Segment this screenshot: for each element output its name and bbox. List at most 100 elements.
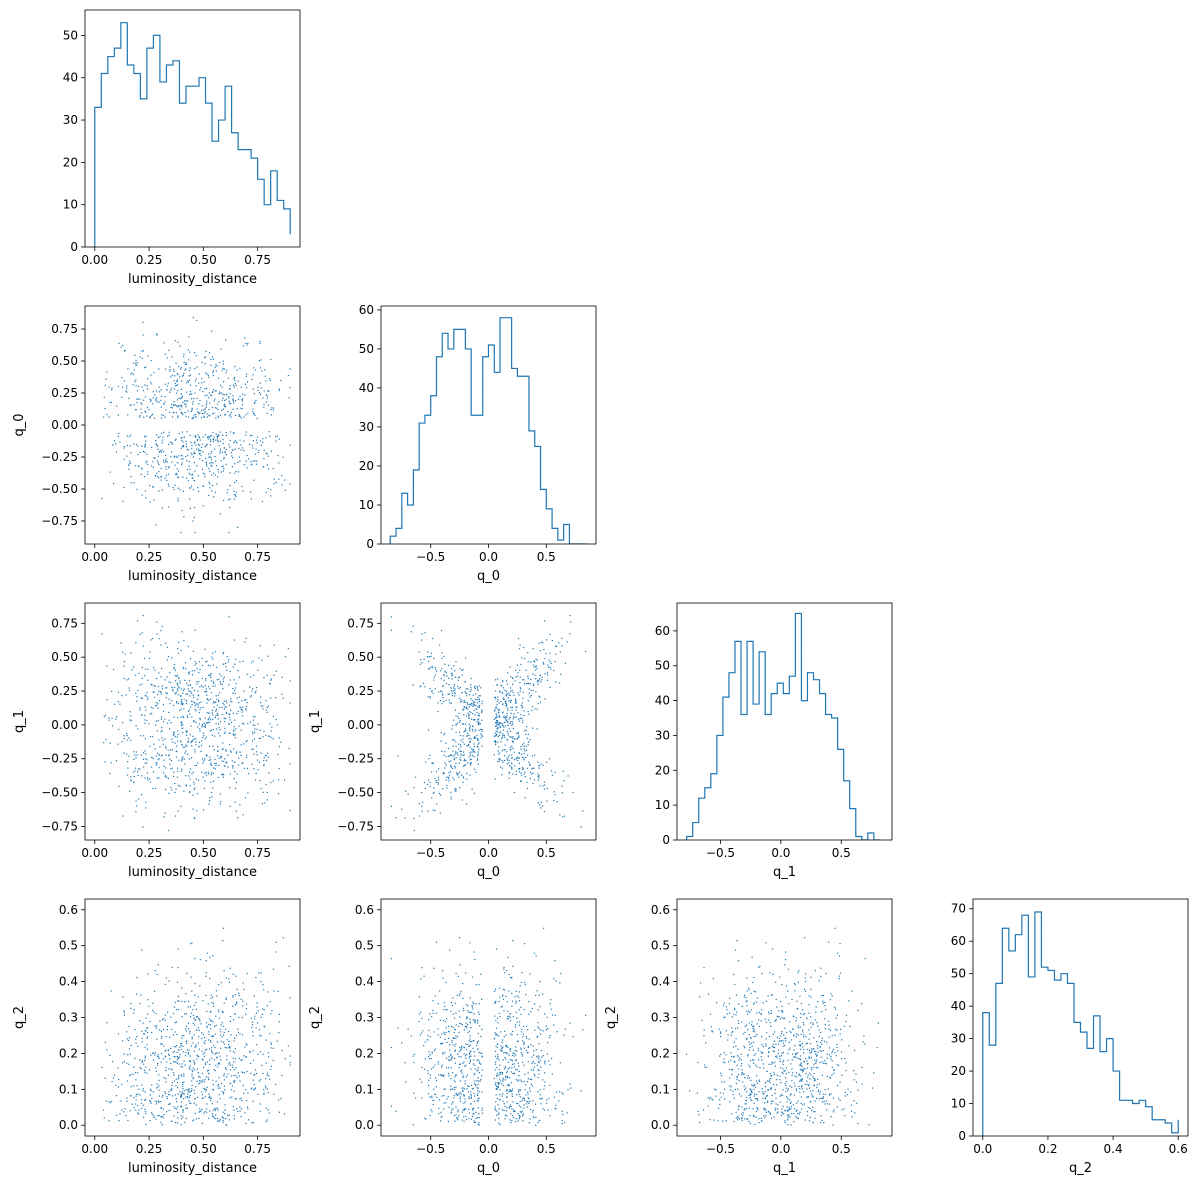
scatter-point bbox=[155, 762, 157, 764]
scatter-point bbox=[514, 1110, 516, 1112]
scatter-point bbox=[237, 1028, 239, 1030]
scatter-point bbox=[512, 773, 514, 775]
scatter-point bbox=[170, 681, 172, 684]
scatter-point bbox=[424, 686, 426, 688]
scatter-point bbox=[468, 717, 470, 719]
scatter-point bbox=[519, 1093, 521, 1095]
scatter-point bbox=[152, 486, 155, 488]
scatter-point bbox=[441, 1095, 443, 1097]
scatter-point bbox=[210, 474, 213, 476]
scatter-point bbox=[142, 1022, 144, 1024]
scatter-point bbox=[180, 411, 182, 413]
scatter-point bbox=[161, 507, 163, 509]
scatter-point bbox=[526, 1052, 528, 1054]
scatter-point bbox=[439, 812, 441, 814]
scatter-point bbox=[122, 500, 124, 503]
scatter-point bbox=[508, 1106, 511, 1108]
scatter-point bbox=[494, 1032, 496, 1034]
scatter-point bbox=[462, 776, 465, 778]
scatter-point bbox=[218, 1094, 220, 1096]
y-tick-label: 10 bbox=[359, 498, 374, 512]
scatter-point bbox=[232, 692, 234, 694]
scatter-point bbox=[223, 765, 225, 767]
scatter-point bbox=[165, 474, 168, 477]
scatter-point bbox=[464, 730, 466, 732]
scatter-point bbox=[187, 1091, 189, 1093]
scatter-point bbox=[209, 415, 211, 417]
scatter-point bbox=[522, 1061, 524, 1063]
scatter-point bbox=[441, 685, 444, 687]
scatter-point bbox=[498, 716, 500, 718]
scatter-point bbox=[105, 378, 107, 380]
scatter-point bbox=[144, 714, 146, 716]
scatter-point bbox=[156, 1055, 159, 1057]
scatter-point bbox=[147, 355, 149, 357]
scatter-point bbox=[266, 412, 268, 415]
scatter-point bbox=[265, 700, 267, 702]
scatter-point bbox=[205, 1088, 208, 1091]
scatter-point bbox=[513, 1052, 515, 1055]
scatter-point bbox=[473, 1107, 475, 1109]
scatter-point bbox=[259, 340, 261, 342]
scatter-point bbox=[181, 704, 184, 706]
scatter-point bbox=[204, 758, 206, 760]
scatter-point bbox=[191, 700, 193, 703]
scatter-point bbox=[464, 764, 466, 766]
scatter-point bbox=[123, 350, 126, 352]
scatter-point bbox=[216, 407, 218, 409]
scatter-point bbox=[126, 733, 128, 735]
scatter-point bbox=[166, 646, 169, 649]
scatter-point bbox=[227, 1114, 229, 1117]
scatter-point bbox=[221, 451, 223, 453]
scatter-point bbox=[528, 1001, 530, 1003]
scatter-point bbox=[390, 629, 392, 631]
scatter-point bbox=[431, 691, 433, 693]
scatter-point bbox=[180, 404, 182, 406]
scatter-point bbox=[160, 479, 162, 481]
scatter-point bbox=[149, 713, 152, 715]
scatter-point bbox=[447, 664, 450, 666]
scatter-point bbox=[449, 1059, 452, 1061]
scatter-point bbox=[179, 1056, 181, 1058]
scatter-point bbox=[144, 1029, 147, 1032]
scatter-point bbox=[517, 1040, 519, 1042]
scatter-point bbox=[136, 754, 138, 756]
scatter-point bbox=[169, 1047, 172, 1049]
scatter-point bbox=[219, 414, 222, 416]
scatter-point bbox=[160, 1037, 163, 1039]
scatter-point bbox=[518, 694, 520, 696]
scatter-point bbox=[227, 489, 229, 491]
scatter-point bbox=[198, 1117, 200, 1119]
scatter-point bbox=[527, 1097, 529, 1099]
scatter-point bbox=[494, 1069, 496, 1071]
scatter-point bbox=[540, 763, 542, 765]
scatter-point bbox=[255, 1012, 258, 1014]
scatter-point bbox=[126, 391, 128, 393]
scatter-point bbox=[176, 379, 179, 381]
scatter-point bbox=[269, 1078, 271, 1080]
scatter-point bbox=[440, 690, 442, 692]
scatter-point bbox=[167, 722, 169, 724]
scatter-point bbox=[177, 1086, 179, 1089]
scatter-point bbox=[180, 1096, 182, 1098]
scatter-point bbox=[155, 1027, 157, 1029]
scatter-point bbox=[177, 1000, 179, 1002]
scatter-point bbox=[212, 1089, 215, 1091]
scatter-point bbox=[210, 358, 212, 361]
scatter-point bbox=[473, 1002, 475, 1005]
scatter-point bbox=[461, 1045, 463, 1047]
scatter-point bbox=[157, 462, 159, 464]
scatter-point bbox=[262, 1053, 264, 1055]
scatter-point bbox=[553, 1024, 555, 1026]
scatter-point bbox=[507, 724, 509, 726]
scatter-point bbox=[156, 730, 159, 732]
scatter-point bbox=[528, 683, 530, 685]
scatter-point bbox=[514, 1026, 517, 1028]
scatter-point bbox=[123, 445, 125, 448]
scatter-point bbox=[503, 698, 505, 700]
scatter-point bbox=[141, 494, 143, 496]
scatter-point bbox=[512, 677, 514, 680]
scatter-point bbox=[234, 1013, 236, 1015]
scatter-point bbox=[233, 1040, 235, 1042]
scatter-point bbox=[206, 1048, 208, 1050]
